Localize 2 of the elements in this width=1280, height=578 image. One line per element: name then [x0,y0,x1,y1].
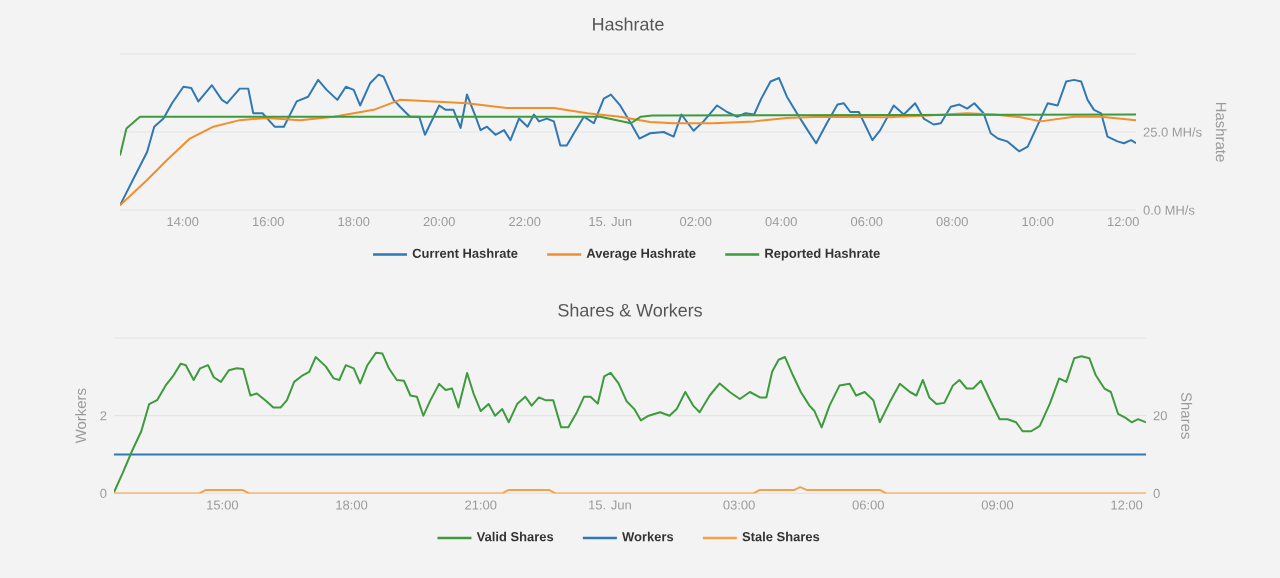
chart-title: Hashrate [593,17,664,31]
chart-title: Shares & Workers [558,303,702,317]
